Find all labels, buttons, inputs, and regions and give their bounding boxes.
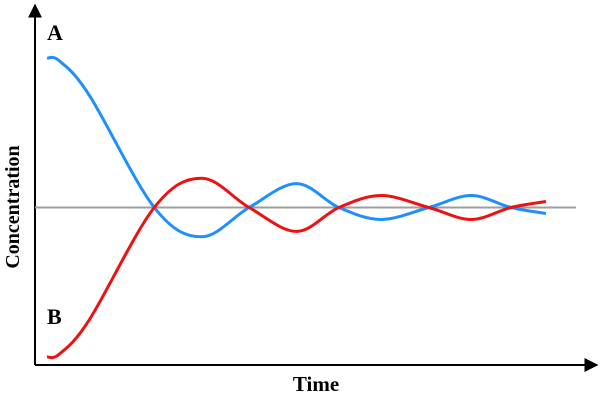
x-axis-title: Time	[293, 372, 339, 396]
series-label-a: A	[47, 20, 63, 45]
series-label-b: B	[47, 304, 62, 329]
series-line-b	[46, 176, 547, 360]
series-line-a	[46, 55, 547, 239]
y-axis-title: Concentration	[2, 145, 24, 268]
